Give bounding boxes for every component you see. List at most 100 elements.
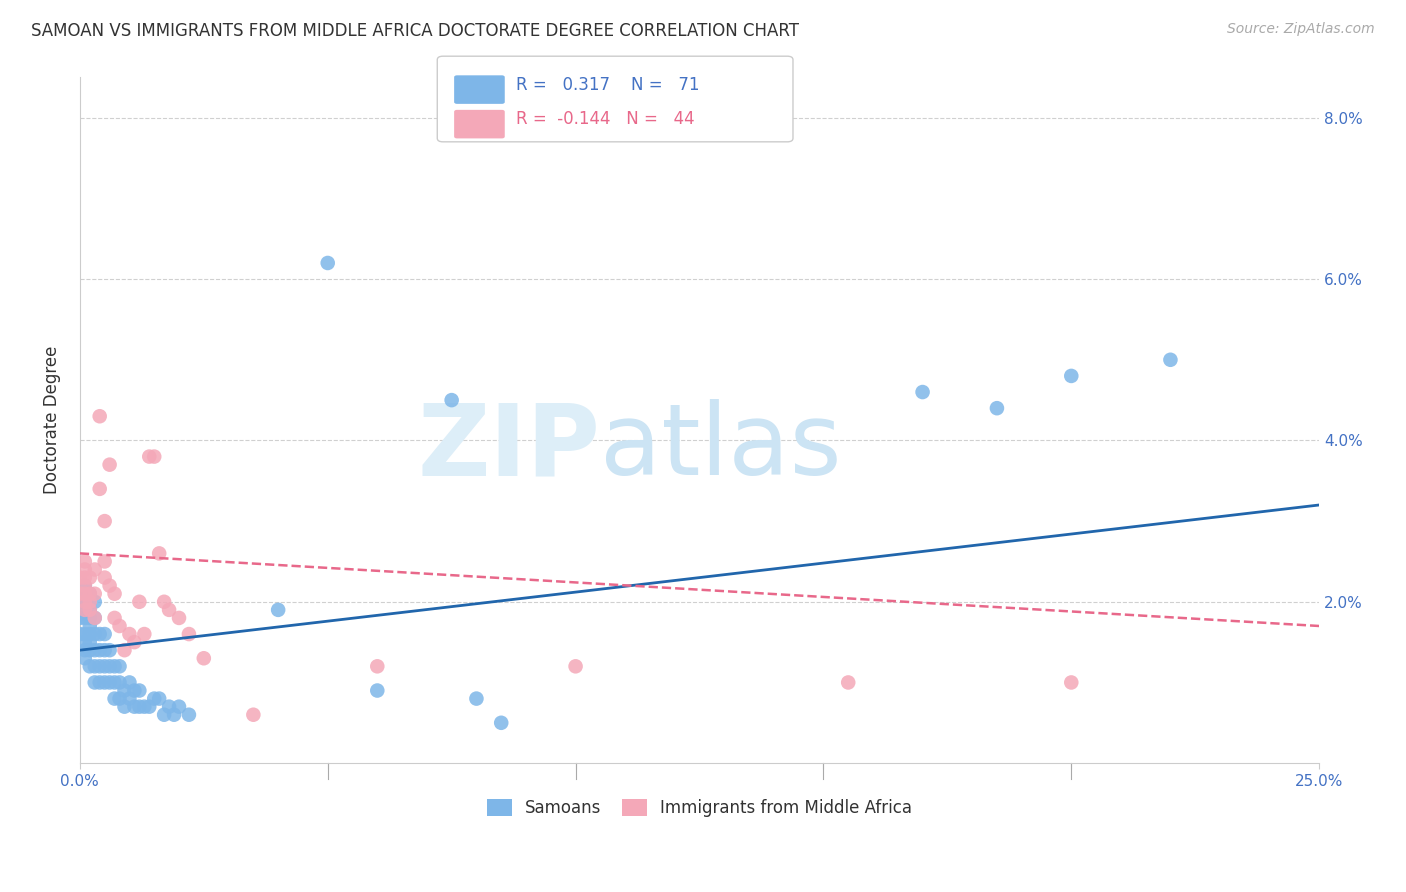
Point — [93, 643, 115, 657]
Point — [98, 579, 121, 593]
Point — [83, 587, 105, 601]
Point — [157, 603, 180, 617]
Point — [83, 595, 105, 609]
Point — [79, 595, 101, 609]
Point — [103, 611, 125, 625]
Point — [1159, 352, 1181, 367]
Point — [79, 603, 101, 617]
Point — [489, 715, 512, 730]
Point — [79, 587, 101, 601]
Point — [98, 643, 121, 657]
Point — [79, 611, 101, 625]
Point — [83, 611, 105, 625]
Point — [103, 691, 125, 706]
Point — [79, 603, 101, 617]
Point — [143, 450, 166, 464]
Y-axis label: Doctorate Degree: Doctorate Degree — [44, 346, 60, 494]
Point — [366, 683, 388, 698]
Point — [89, 627, 111, 641]
Point — [316, 256, 339, 270]
Point — [114, 683, 136, 698]
Text: Source: ZipAtlas.com: Source: ZipAtlas.com — [1227, 22, 1375, 37]
Point — [73, 587, 96, 601]
Point — [73, 571, 96, 585]
Point — [1060, 675, 1083, 690]
Point — [89, 409, 111, 424]
Point — [177, 707, 200, 722]
Text: atlas: atlas — [600, 400, 842, 496]
Point — [73, 554, 96, 568]
Text: ZIP: ZIP — [418, 400, 600, 496]
Point — [79, 595, 101, 609]
Point — [93, 571, 115, 585]
Point — [108, 619, 131, 633]
Point — [93, 554, 115, 568]
Point — [79, 627, 101, 641]
Point — [73, 643, 96, 657]
Point — [73, 595, 96, 609]
Point — [83, 611, 105, 625]
Point — [138, 450, 160, 464]
Point — [89, 659, 111, 673]
Point — [143, 691, 166, 706]
Point — [138, 699, 160, 714]
Point — [89, 643, 111, 657]
Point — [108, 675, 131, 690]
Point — [98, 675, 121, 690]
Point — [124, 699, 146, 714]
Point — [108, 691, 131, 706]
Point — [124, 635, 146, 649]
Point — [564, 659, 586, 673]
Point — [73, 651, 96, 665]
Point — [167, 611, 190, 625]
Text: R =  -0.144   N =   44: R = -0.144 N = 44 — [516, 111, 695, 128]
Point — [73, 603, 96, 617]
Point — [837, 675, 859, 690]
Point — [157, 699, 180, 714]
Point — [1060, 368, 1083, 383]
Point — [986, 401, 1008, 416]
Point — [153, 707, 176, 722]
Point — [93, 627, 115, 641]
Point — [73, 562, 96, 576]
Point — [128, 683, 150, 698]
Point — [193, 651, 215, 665]
Point — [79, 659, 101, 673]
Point — [79, 571, 101, 585]
Point — [103, 587, 125, 601]
Point — [163, 707, 186, 722]
Point — [73, 611, 96, 625]
Point — [73, 595, 96, 609]
Point — [153, 595, 176, 609]
Point — [118, 627, 141, 641]
Point — [103, 675, 125, 690]
Point — [98, 659, 121, 673]
Point — [911, 385, 934, 400]
Point — [69, 595, 91, 609]
Point — [73, 603, 96, 617]
Point — [73, 579, 96, 593]
Point — [93, 659, 115, 673]
Point — [69, 571, 91, 585]
Point — [79, 643, 101, 657]
Point — [93, 675, 115, 690]
Point — [148, 546, 170, 560]
Point — [93, 514, 115, 528]
Point — [108, 659, 131, 673]
Point — [73, 579, 96, 593]
Point — [83, 675, 105, 690]
Point — [366, 659, 388, 673]
Point — [128, 595, 150, 609]
Point — [242, 707, 264, 722]
Point — [83, 659, 105, 673]
Point — [69, 587, 91, 601]
Point — [89, 675, 111, 690]
Point — [83, 562, 105, 576]
Point — [73, 635, 96, 649]
Point — [83, 643, 105, 657]
Point — [83, 627, 105, 641]
Point — [167, 699, 190, 714]
Point — [134, 627, 156, 641]
Point — [103, 659, 125, 673]
Point — [69, 611, 91, 625]
